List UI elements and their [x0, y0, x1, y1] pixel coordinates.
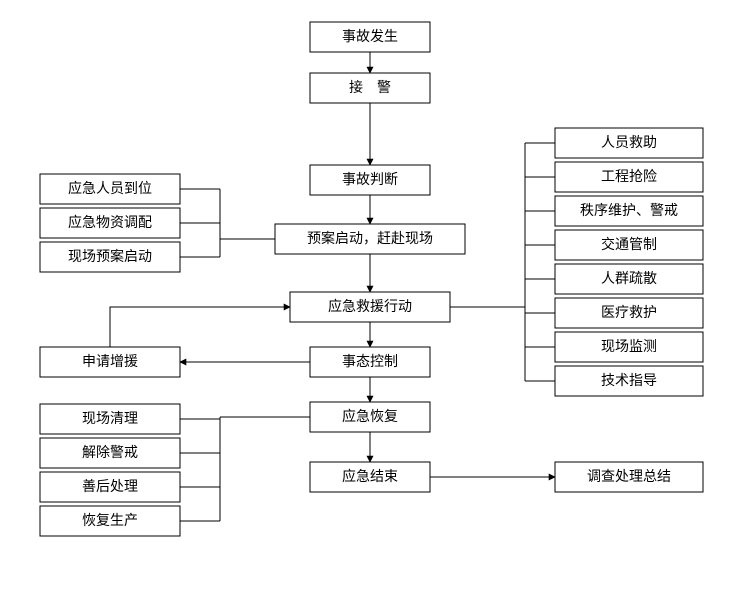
- flow-node: 现场清理: [40, 404, 180, 434]
- node-label: 应急人员到位: [68, 180, 152, 197]
- node-label: 人员救助: [601, 135, 657, 151]
- flow-node: 解除警戒: [40, 438, 180, 468]
- node-label: 现场预案启动: [68, 248, 152, 265]
- flow-node: 事故判断: [310, 165, 430, 195]
- flow-node: 现场监测: [555, 332, 703, 362]
- node-label: 事态控制: [342, 354, 398, 370]
- node-label: 善后处理: [82, 479, 138, 495]
- flow-node: 工程抢险: [555, 162, 703, 192]
- flow-node: 医疗救护: [555, 298, 703, 328]
- node-label: 应急恢复: [342, 408, 398, 425]
- flow-node: 调查处理总结: [555, 462, 703, 492]
- node-label: 申请增援: [82, 354, 138, 370]
- flow-node: 人员救助: [555, 128, 703, 158]
- node-label: 事故发生: [342, 29, 398, 45]
- flow-edge: [110, 307, 290, 347]
- node-label: 解除警戒: [82, 445, 138, 461]
- flow-node: 接 警: [310, 73, 430, 103]
- flow-node: 应急物资调配: [40, 208, 180, 238]
- flow-node: 技术指导: [555, 366, 703, 396]
- flow-node: 事态控制: [310, 347, 430, 377]
- node-label: 应急救援行动: [328, 298, 412, 315]
- node-label: 调查处理总结: [587, 469, 671, 485]
- node-label: 医疗救护: [601, 305, 657, 321]
- node-label: 应急结束: [342, 468, 398, 485]
- node-label: 接 警: [349, 79, 391, 96]
- flow-node: 人群疏散: [555, 264, 703, 294]
- flow-node: 应急结束: [310, 462, 430, 492]
- flow-node: 恢复生产: [40, 506, 180, 536]
- flow-node: 秩序维护、警戒: [555, 196, 703, 226]
- node-label: 现场清理: [82, 411, 138, 427]
- flow-node: 应急恢复: [310, 402, 430, 432]
- node-label: 人群疏散: [601, 271, 657, 287]
- node-label: 秩序维护、警戒: [580, 203, 678, 219]
- node-label: 交通管制: [601, 236, 657, 253]
- node-label: 现场监测: [601, 339, 657, 355]
- node-label: 恢复生产: [82, 512, 138, 529]
- flow-node: 申请增援: [40, 347, 180, 377]
- flow-node: 现场预案启动: [40, 242, 180, 272]
- node-label: 工程抢险: [601, 168, 657, 185]
- flow-node: 事故发生: [310, 22, 430, 52]
- node-label: 事故判断: [342, 172, 398, 188]
- node-label: 技术指导: [601, 373, 657, 389]
- flow-node: 交通管制: [555, 230, 703, 260]
- node-label: 应急物资调配: [68, 214, 152, 231]
- flow-node: 应急救援行动: [290, 292, 450, 322]
- flow-node: 善后处理: [40, 472, 180, 502]
- flow-node: 预案启动，赶赴现场: [275, 224, 465, 254]
- node-label: 预案启动，赶赴现场: [307, 230, 433, 247]
- flow-node: 应急人员到位: [40, 174, 180, 204]
